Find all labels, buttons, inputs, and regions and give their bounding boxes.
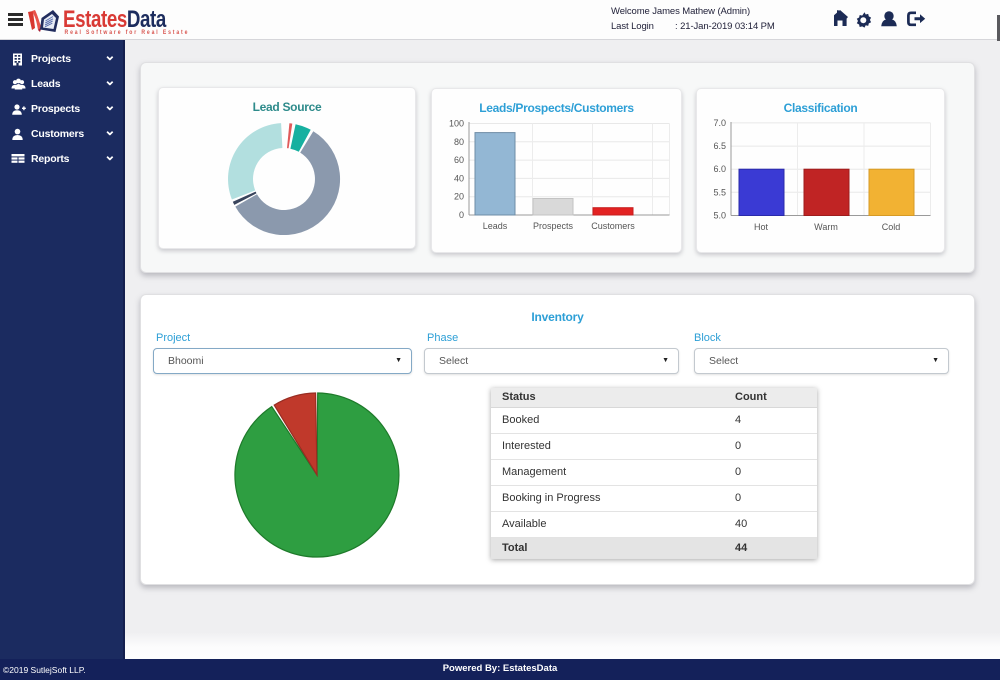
svg-text:0: 0 <box>459 210 464 220</box>
svg-text:5.0: 5.0 <box>713 211 726 221</box>
svg-text:Warm: Warm <box>814 222 838 232</box>
svg-text:Prospects: Prospects <box>533 221 574 231</box>
svg-text:80: 80 <box>454 137 464 147</box>
svg-text:Hot: Hot <box>754 222 769 232</box>
svg-text:60: 60 <box>454 155 464 165</box>
svg-text:20: 20 <box>454 192 464 202</box>
svg-text:7.0: 7.0 <box>713 118 726 128</box>
svg-text:Customers: Customers <box>591 221 635 231</box>
svg-text:6.0: 6.0 <box>713 164 726 174</box>
svg-text:40: 40 <box>454 173 464 183</box>
svg-text:100: 100 <box>449 119 464 129</box>
svg-text:5.5: 5.5 <box>713 187 726 197</box>
svg-text:Leads: Leads <box>483 221 508 231</box>
svg-text:6.5: 6.5 <box>713 141 726 151</box>
svg-text:Cold: Cold <box>882 222 901 232</box>
